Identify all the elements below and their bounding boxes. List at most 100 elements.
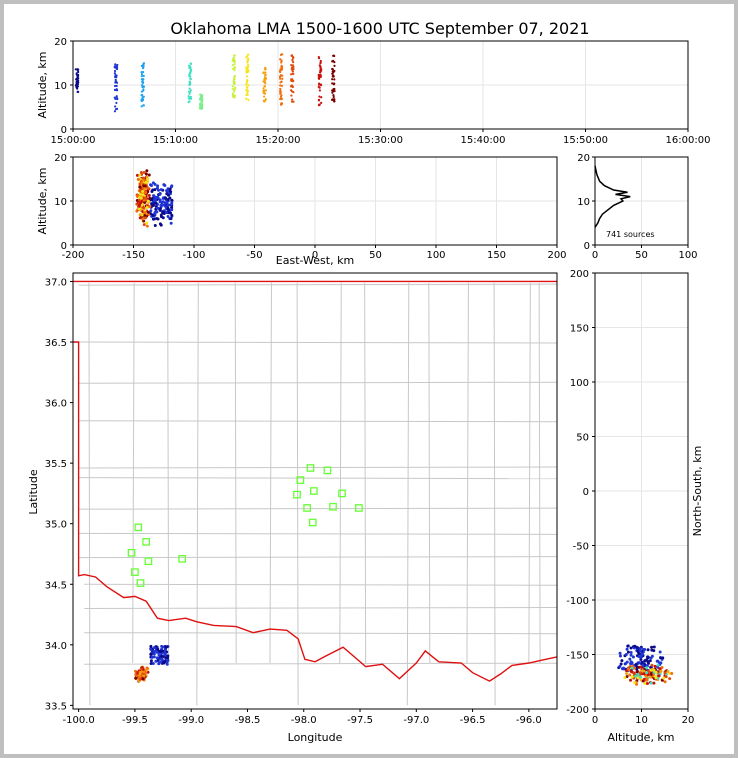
map-lightning-point: [163, 650, 167, 654]
county-line: [78, 341, 558, 344]
time-altitude-point: [233, 54, 236, 57]
station-markers: [127, 464, 363, 587]
north-south-point: [629, 670, 633, 674]
east-west-point: [141, 193, 145, 197]
time-altitude-point: [278, 75, 282, 79]
time-altitude-point: [331, 91, 334, 94]
time-altitude-point: [77, 90, 80, 93]
east-west-point: [164, 196, 168, 200]
east-west-point: [169, 221, 173, 225]
north-south-grid: [594, 272, 689, 710]
time-altitude-panel: 15:00:00 15:10:00 15:20:00 15:30:00 15:40:00…: [36, 37, 710, 146]
time-altitude-point: [292, 60, 295, 64]
map-lightning-point: [139, 667, 143, 671]
y-tick-label: 20: [54, 153, 67, 164]
time-altitude-point: [319, 65, 322, 68]
map-lightning-point: [166, 658, 170, 662]
time-altitude-point: [198, 107, 202, 110]
time-altitude-point: [115, 95, 118, 98]
time-altitude-point: [264, 92, 267, 95]
north-south-point: [662, 676, 666, 680]
county-line: [78, 507, 558, 510]
time-altitude-point: [114, 73, 117, 77]
time-altitude-point: [290, 68, 293, 71]
map-lightning-point: [152, 655, 156, 659]
east-west-point: [147, 187, 151, 191]
lma-figure: Oklahoma LMA 1500-1600 UTC September 07,…: [27, 19, 710, 744]
east-west-ylabel: Altitude, km: [36, 167, 49, 234]
time-altitude-point: [233, 88, 236, 91]
east-west-point: [169, 211, 173, 215]
chart-title: Oklahoma LMA 1500-1600 UTC September 07,…: [170, 19, 589, 38]
east-west-point: [143, 216, 147, 220]
east-west-point: [153, 188, 157, 192]
north-south-ylabel: North-South, km: [691, 446, 704, 537]
y-tick-label: -50: [573, 542, 589, 553]
station-marker: [355, 504, 363, 512]
time-altitude-point: [264, 89, 267, 92]
county-line: [78, 283, 558, 286]
north-south-point: [643, 647, 647, 651]
time-altitude-point: [279, 69, 282, 72]
north-south-point: [626, 650, 630, 654]
north-south-point: [654, 676, 658, 680]
east-west-point: [137, 207, 141, 211]
x-tick-label: -99.5: [122, 715, 148, 726]
east-west-point: [159, 213, 163, 217]
time-altitude-point: [140, 75, 144, 78]
map-lightning-point: [152, 646, 156, 650]
time-altitude-point: [233, 66, 236, 70]
map-lightning-point: [160, 658, 164, 662]
north-south-point: [652, 681, 656, 685]
time-altitude-point: [333, 78, 336, 81]
north-south-point: [635, 645, 639, 649]
time-altitude-point: [281, 77, 284, 80]
x-tick-label: 10: [635, 715, 648, 726]
map-lightning-point: [155, 656, 159, 660]
east-west-point: [166, 214, 170, 218]
map-lightning-point: [160, 654, 164, 658]
map-lightning-point: [149, 659, 153, 663]
time-altitude-point: [232, 78, 236, 81]
east-west-point: [166, 203, 170, 207]
time-altitude-point: [262, 99, 265, 102]
time-altitude-point: [231, 64, 234, 67]
east-west-point: [151, 181, 155, 185]
time-altitude-point: [140, 90, 144, 93]
county-line: [78, 556, 558, 559]
time-altitude-point: [291, 98, 294, 101]
north-south-panel: 0 10 20 -200 -150 -100 -50 0 50 100 150 200 Altitud…: [566, 269, 704, 744]
east-west-point: [162, 210, 166, 214]
north-south-point: [663, 671, 667, 675]
x-tick-label: 20: [682, 715, 695, 726]
north-south-point: [618, 654, 622, 658]
x-tick-label: -200: [62, 250, 85, 261]
time-altitude-point: [279, 77, 282, 80]
east-west-point: [147, 173, 151, 177]
time-altitude-point: [281, 74, 284, 77]
north-south-point: [638, 675, 642, 679]
county-line: [78, 381, 558, 384]
time-altitude-point: [333, 98, 336, 101]
time-altitude-point: [246, 89, 250, 93]
east-west-point: [155, 216, 159, 220]
north-south-point: [629, 651, 633, 655]
y-tick-label: -200: [566, 705, 589, 716]
time-altitude-point: [116, 63, 119, 67]
time-altitude-point: [279, 95, 283, 98]
north-south-point: [639, 665, 643, 669]
north-south-point: [623, 676, 627, 680]
east-west-point: [161, 200, 165, 204]
north-south-point: [648, 659, 652, 663]
map-lightning-point: [149, 652, 153, 656]
time-altitude-point: [320, 101, 323, 104]
east-west-point: [138, 173, 142, 177]
north-south-point: [631, 655, 635, 659]
time-altitude-point: [115, 107, 119, 111]
time-altitude-point: [188, 100, 191, 103]
county-line: [84, 632, 558, 635]
sources-count: 741 sources: [606, 230, 655, 239]
north-south-point: [630, 666, 634, 670]
station-marker: [127, 548, 136, 557]
time-altitude-point: [76, 85, 79, 88]
